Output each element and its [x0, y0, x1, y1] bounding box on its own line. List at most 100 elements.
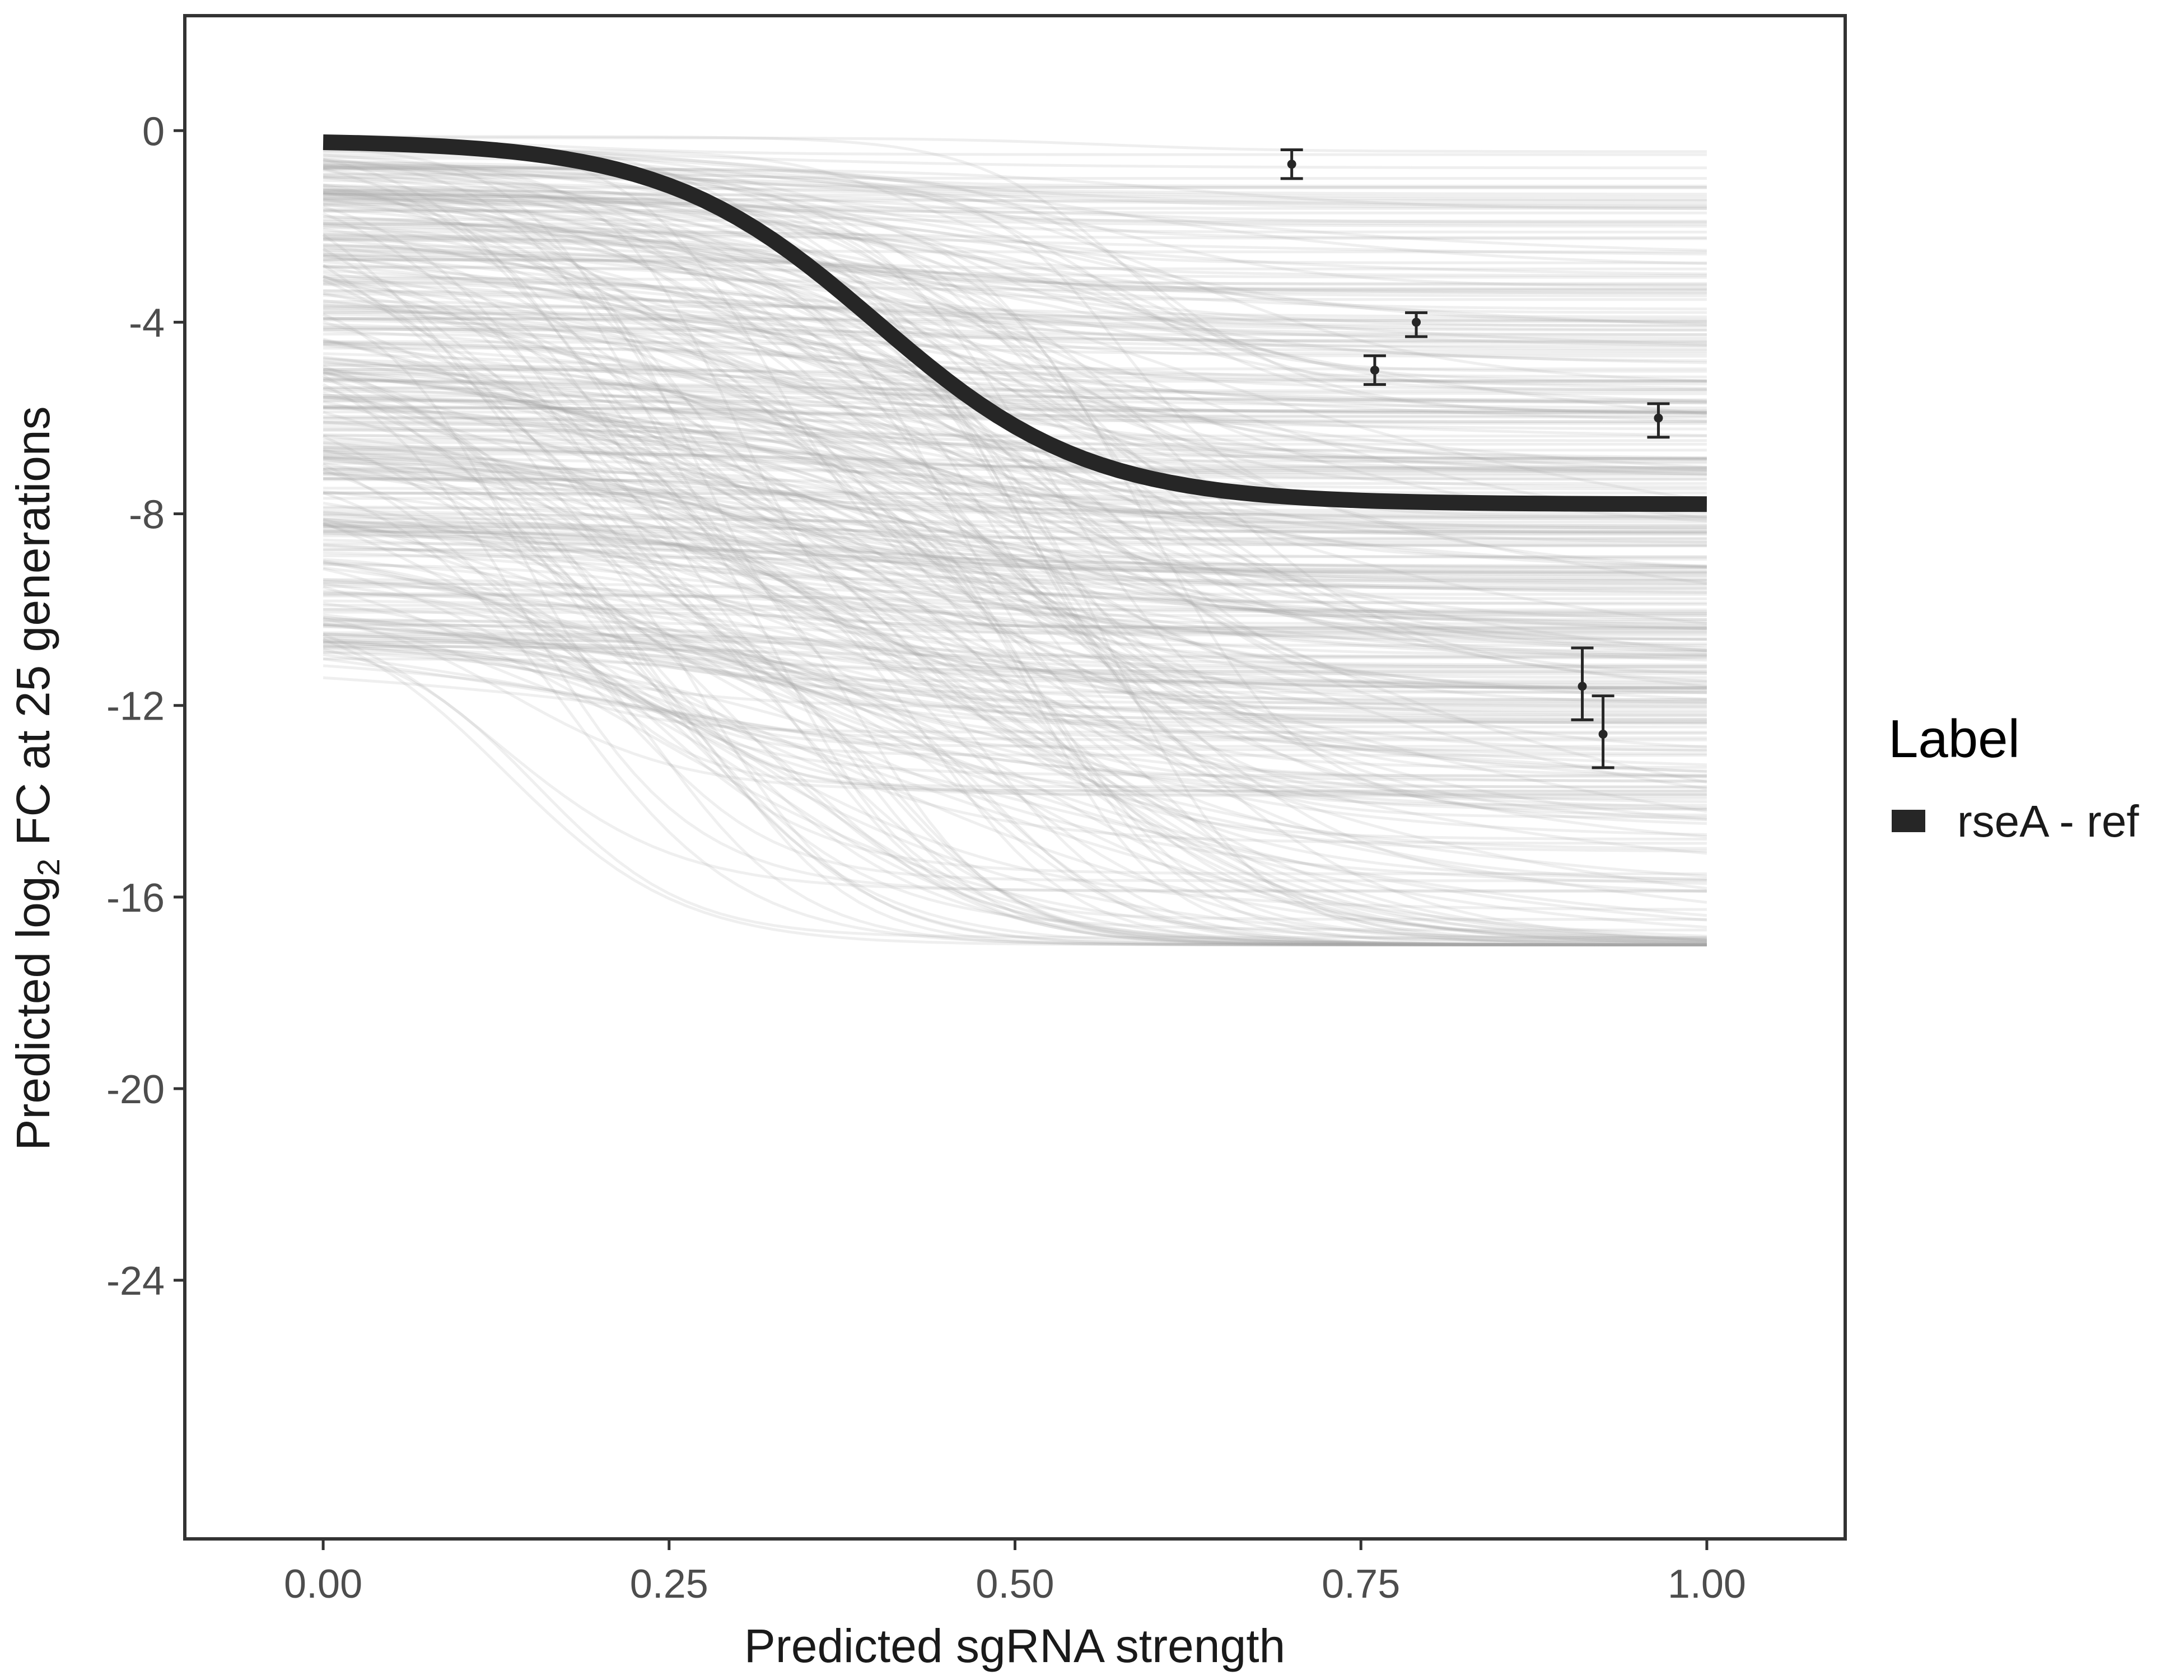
posterior-sample-line — [323, 264, 1707, 704]
posterior-sample-line — [323, 585, 1707, 945]
posterior-sample-line — [323, 472, 1707, 634]
fitted-curve-line — [323, 134, 1707, 512]
posterior-sample-line — [323, 452, 1707, 632]
posterior-sample-line — [323, 623, 1707, 773]
posterior-sample-line — [323, 160, 1707, 470]
posterior-sample-line — [323, 642, 1707, 946]
posterior-sample-line — [323, 551, 1707, 596]
posterior-sample-line — [323, 250, 1707, 328]
posterior-sample-line — [323, 203, 1707, 640]
posterior-sample-line — [323, 638, 1707, 946]
posterior-sample-line — [323, 371, 1707, 658]
posterior-sample-line — [323, 623, 1707, 675]
posterior-sample-line — [323, 186, 1707, 199]
posterior-sample-line — [323, 328, 1707, 351]
posterior-sample-line — [323, 477, 1707, 940]
posterior-sample-line — [323, 456, 1707, 491]
y-axis: 0 -4 -8 -12 -16 -20 -24 — [106, 109, 185, 1304]
posterior-sample-line — [323, 304, 1707, 469]
y-axis-title: Predicted log2 FC at 25 generations — [7, 406, 66, 1150]
posterior-sample-line — [323, 560, 1707, 922]
posterior-sample-line — [323, 193, 1707, 208]
posterior-sample-line — [323, 308, 1707, 472]
y-tick-label: -24 — [106, 1259, 165, 1304]
posterior-sample-line — [323, 423, 1707, 946]
data-point — [1578, 682, 1587, 691]
posterior-sample-line — [323, 608, 1707, 715]
posterior-sample-line — [323, 209, 1707, 290]
posterior-sample-line — [323, 548, 1707, 946]
posterior-sample-line — [323, 651, 1707, 946]
posterior-sample-line — [323, 192, 1707, 371]
posterior-sample-line — [323, 589, 1707, 883]
posterior-sample-line — [322, 383, 1707, 893]
posterior-sample-line — [323, 245, 1707, 438]
posterior-sample-line — [323, 198, 1707, 605]
posterior-sample-line — [323, 633, 1707, 892]
posterior-sample-line — [323, 196, 1707, 228]
posterior-sample-line — [323, 279, 1707, 383]
posterior-sample-line — [323, 580, 1707, 943]
posterior-sample-line — [323, 255, 1707, 752]
posterior-sample-line — [323, 269, 1707, 414]
posterior-sample-line — [323, 198, 1707, 324]
posterior-sample-line — [323, 416, 1707, 692]
posterior-sample-line — [323, 613, 1707, 767]
posterior-sample-line — [323, 522, 1707, 878]
posterior-sample-line — [323, 676, 1707, 904]
posterior-sample-line — [323, 371, 1707, 932]
posterior-sample-line — [323, 136, 1707, 153]
posterior-sample-line — [323, 446, 1707, 463]
posterior-sample-line — [323, 417, 1707, 622]
posterior-sample-line — [323, 510, 1707, 524]
posterior-sample-line — [323, 525, 1707, 689]
posterior-sample-line — [323, 400, 1707, 748]
posterior-sample-line — [323, 258, 1707, 291]
posterior-sample-line — [323, 396, 1707, 535]
posterior-sample-line — [323, 167, 1707, 414]
posterior-sample-line — [323, 622, 1707, 734]
posterior-sample-line — [323, 253, 1707, 286]
posterior-sample-line — [323, 244, 1707, 270]
posterior-sample-line — [323, 591, 1707, 703]
posterior-sample-line — [323, 518, 1707, 811]
posterior-sample-line — [323, 463, 1707, 777]
posterior-sample-line — [323, 594, 1707, 653]
posterior-sample-line — [323, 192, 1707, 277]
posterior-sample-line — [323, 650, 1707, 792]
data-point — [1654, 413, 1663, 423]
x-axis-title: Predicted sgRNA strength — [744, 1620, 1286, 1672]
posterior-sample-line — [323, 328, 1707, 465]
posterior-sample-line — [323, 405, 1707, 460]
posterior-sample-line — [323, 448, 1707, 659]
data-point — [1370, 365, 1379, 375]
posterior-sample-line — [323, 277, 1707, 311]
posterior-sample-line — [323, 443, 1707, 475]
posterior-sample-line — [323, 192, 1707, 528]
posterior-sample-line — [323, 477, 1707, 679]
posterior-sample-line — [323, 505, 1707, 946]
posterior-sample-line — [323, 312, 1707, 452]
posterior-sample-line — [323, 491, 1707, 946]
posterior-sample-line — [323, 237, 1707, 323]
posterior-sample-line — [323, 220, 1707, 344]
posterior-sample-line — [323, 449, 1707, 652]
posterior-sample-line — [323, 407, 1707, 941]
posterior-sample-line — [323, 523, 1707, 890]
posterior-sample-line — [323, 358, 1707, 437]
posterior-sample-line — [323, 421, 1707, 652]
posterior-sample-line — [323, 316, 1707, 822]
posterior-sample-line — [323, 415, 1707, 568]
posterior-sample-line — [323, 209, 1707, 412]
posterior-sample-line — [323, 404, 1707, 419]
posterior-sample-line — [323, 467, 1707, 547]
posterior-sample-line — [323, 544, 1707, 631]
posterior-sample-line — [323, 318, 1707, 343]
posterior-sample-line — [323, 191, 1707, 292]
posterior-sample-line — [323, 340, 1707, 540]
posterior-sample-line — [323, 641, 1707, 845]
posterior-sample-line — [323, 407, 1707, 536]
posterior-sample-line — [323, 164, 1707, 383]
posterior-sample-line — [323, 184, 1707, 515]
posterior-sample-line — [323, 517, 1707, 594]
